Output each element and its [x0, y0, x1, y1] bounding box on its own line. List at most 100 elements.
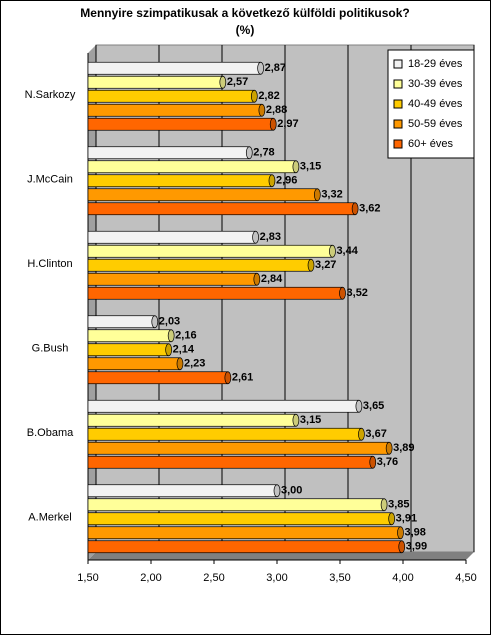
value-label: 2,78 [253, 147, 274, 159]
bar [87, 427, 365, 441]
value-label: 2,14 [173, 344, 195, 356]
bar-cap [313, 188, 321, 202]
bar-cap [397, 526, 404, 540]
x-tick-label: 4,50 [455, 572, 476, 584]
bar-body [87, 174, 273, 188]
value-label: 2,83 [260, 231, 281, 243]
bar-body [87, 413, 297, 427]
value-label: 2,57 [227, 76, 248, 88]
value-label: 3,32 [321, 189, 342, 201]
bar [87, 441, 393, 455]
bar-cap [292, 413, 300, 427]
bar [87, 89, 258, 103]
bar-cap [224, 371, 232, 385]
chart-title: Mennyire szimpatikusak a következő külfö… [80, 6, 409, 20]
y-tick-label: B.Obama [27, 427, 74, 439]
bar-body [87, 526, 401, 540]
bar [87, 117, 277, 131]
bar-body [87, 343, 169, 357]
legend-swatch [393, 139, 403, 149]
floor [88, 552, 474, 560]
bar [87, 357, 184, 371]
bar [87, 512, 396, 526]
bar [87, 61, 264, 75]
bar [87, 484, 281, 498]
bar-cap [398, 540, 406, 554]
bar [87, 286, 346, 300]
y-tick-label: N.Sarkozy [25, 89, 76, 101]
bar-cap [176, 357, 184, 371]
bar-cap [339, 286, 346, 300]
bar-cap [165, 343, 172, 357]
bar-cap [292, 160, 300, 174]
bar [87, 343, 172, 357]
bar [87, 174, 276, 188]
bar-body [87, 286, 343, 300]
value-label: 2,96 [276, 175, 297, 187]
bar-cap [355, 399, 363, 413]
bar-cap [380, 498, 388, 512]
value-label: 3,00 [281, 485, 302, 497]
value-label: 3,52 [347, 287, 368, 299]
value-label: 3,76 [377, 456, 398, 468]
value-label: 3,44 [336, 245, 358, 257]
bar-cap [385, 441, 393, 455]
y-tick-label: J.McCain [27, 174, 73, 186]
bar-cap [258, 103, 266, 117]
legend-swatch [393, 119, 403, 129]
x-tick-label: 3,00 [266, 572, 287, 584]
value-label: 2,16 [175, 330, 196, 342]
bar [87, 160, 300, 174]
x-tick-label: 4,00 [392, 572, 413, 584]
value-label: 3,15 [300, 161, 321, 173]
x-tick-label: 2,00 [140, 572, 161, 584]
bar-body [87, 244, 333, 258]
bar [87, 146, 253, 160]
bar-body [87, 188, 318, 202]
bar [87, 272, 261, 286]
bar-cap [250, 89, 258, 103]
bar-cap [269, 117, 277, 131]
legend-label: 60+ éves [408, 138, 453, 150]
value-label: 2,82 [258, 90, 279, 102]
bar [87, 315, 159, 329]
value-label: 2,87 [265, 62, 286, 74]
bar-body [87, 103, 263, 117]
bar-cap [268, 174, 276, 188]
bar-body [87, 399, 360, 413]
bar [87, 413, 300, 427]
y-tick-label: H.Clinton [27, 258, 72, 270]
bar [87, 258, 315, 272]
bar-body [87, 202, 356, 216]
bar-cap [257, 61, 264, 75]
bar-cap [273, 484, 281, 498]
bar [87, 230, 259, 244]
legend-label: 18-29 éves [408, 58, 463, 70]
bar-body [87, 258, 312, 272]
bar-body [87, 540, 403, 554]
bar-cap [369, 455, 377, 469]
chart-subtitle: (%) [236, 23, 255, 37]
bar [87, 244, 336, 258]
bar-body [87, 146, 250, 160]
value-label: 3,85 [388, 499, 409, 511]
bar [87, 399, 363, 413]
value-label: 3,98 [404, 527, 425, 539]
bar-cap [151, 315, 159, 329]
value-label: 2,88 [266, 104, 287, 116]
bar-body [87, 315, 156, 329]
y-tick-label: A.Merkel [28, 512, 71, 524]
bar-body [87, 427, 362, 441]
legend-label: 30-39 éves [408, 78, 463, 90]
value-label: 3,67 [365, 428, 386, 440]
value-label: 3,65 [363, 400, 384, 412]
bar [87, 540, 406, 554]
value-label: 3,89 [393, 442, 414, 454]
bar-body [87, 160, 297, 174]
bar-cap [388, 512, 396, 526]
bar [87, 455, 377, 469]
bar-body [87, 441, 390, 455]
bar-cap [245, 146, 253, 160]
bar-body [87, 117, 274, 131]
